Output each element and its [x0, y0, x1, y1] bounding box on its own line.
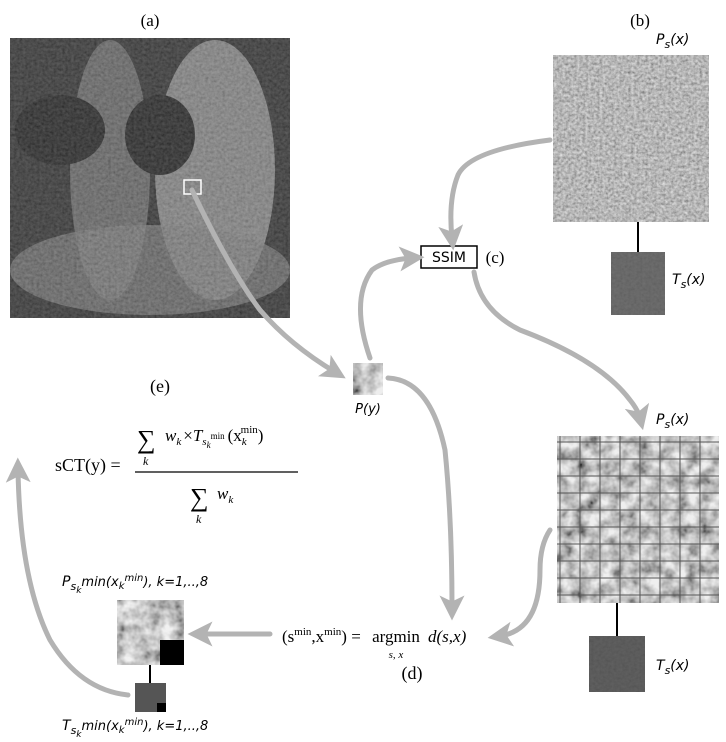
mri-image [10, 38, 290, 318]
formula-text: wk [217, 484, 234, 506]
panel-label: (d) [402, 663, 423, 684]
formula-e: sCT(y) = ∑ k wk×Tskmin(xkmin) ∑ k wk [55, 424, 298, 526]
diagram: (a) (b) Ps(x) Ts(x) SSIM (c) Ps(x) Ts(x)… [0, 0, 726, 742]
panel-label: (b) [630, 11, 650, 30]
formula-text: (smin,xmin) = [282, 626, 361, 646]
formula-text: ∑ [137, 425, 156, 454]
patch-bank-bottom [557, 436, 719, 692]
formula-d: (smin,xmin) = argmin s, x d(s,x) [282, 626, 467, 661]
formula-text: sCT(y) = [55, 455, 121, 476]
query-patch [353, 363, 383, 395]
patch-label: Ps(x) [656, 32, 689, 51]
formula-text: d(s,x) [428, 627, 467, 646]
formula-text: k [143, 454, 149, 468]
patch-label: P(y) [355, 402, 381, 417]
patch-label: Ts(x) [672, 272, 706, 291]
formula-text: k [196, 512, 202, 526]
panel-label: (a) [141, 11, 160, 30]
patch-label: Ps(x) [656, 412, 689, 431]
patch-label: Tskmin(xkmin), k=1,..,8 [62, 717, 208, 740]
formula-text: argmin [372, 627, 420, 646]
formula-text: s, x [389, 649, 404, 661]
formula-text: ∑ [190, 483, 209, 512]
patch-label: Ts(x) [656, 658, 690, 677]
panel-label: (e) [150, 376, 170, 397]
patch-label: Pskmin(xkmin), k=1,..,8 [62, 573, 208, 596]
panel-label: (c) [486, 248, 505, 267]
formula-text: wk×Tskmin(xkmin) [165, 424, 263, 450]
ssim-label: SSIM [432, 250, 466, 266]
